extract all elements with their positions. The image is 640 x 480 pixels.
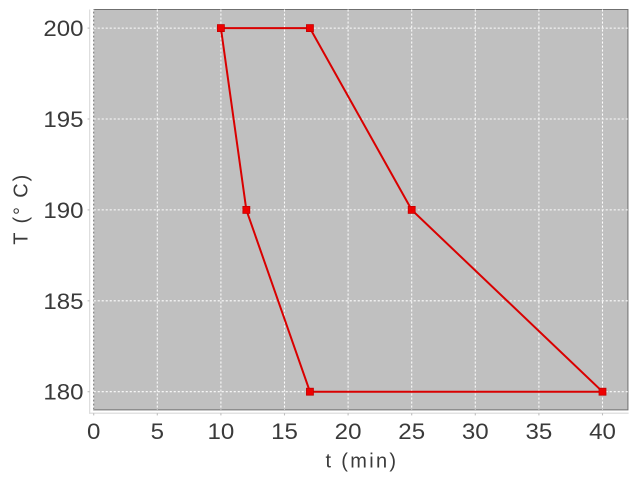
- svg-text:0: 0: [87, 419, 100, 444]
- svg-text:30: 30: [462, 419, 489, 444]
- svg-text:190: 190: [43, 198, 83, 223]
- svg-text:20: 20: [335, 419, 362, 444]
- svg-text:t (min): t (min): [326, 451, 397, 473]
- svg-text:35: 35: [526, 419, 553, 444]
- svg-text:5: 5: [151, 419, 164, 444]
- svg-text:180: 180: [43, 380, 83, 405]
- svg-text:200: 200: [43, 16, 83, 41]
- svg-text:40: 40: [589, 419, 616, 444]
- svg-text:10: 10: [208, 419, 235, 444]
- svg-text:195: 195: [43, 107, 83, 132]
- svg-text:15: 15: [271, 419, 298, 444]
- svg-text:185: 185: [43, 289, 83, 314]
- svg-text:T (° C): T (° C): [11, 175, 33, 245]
- svg-text:25: 25: [398, 419, 425, 444]
